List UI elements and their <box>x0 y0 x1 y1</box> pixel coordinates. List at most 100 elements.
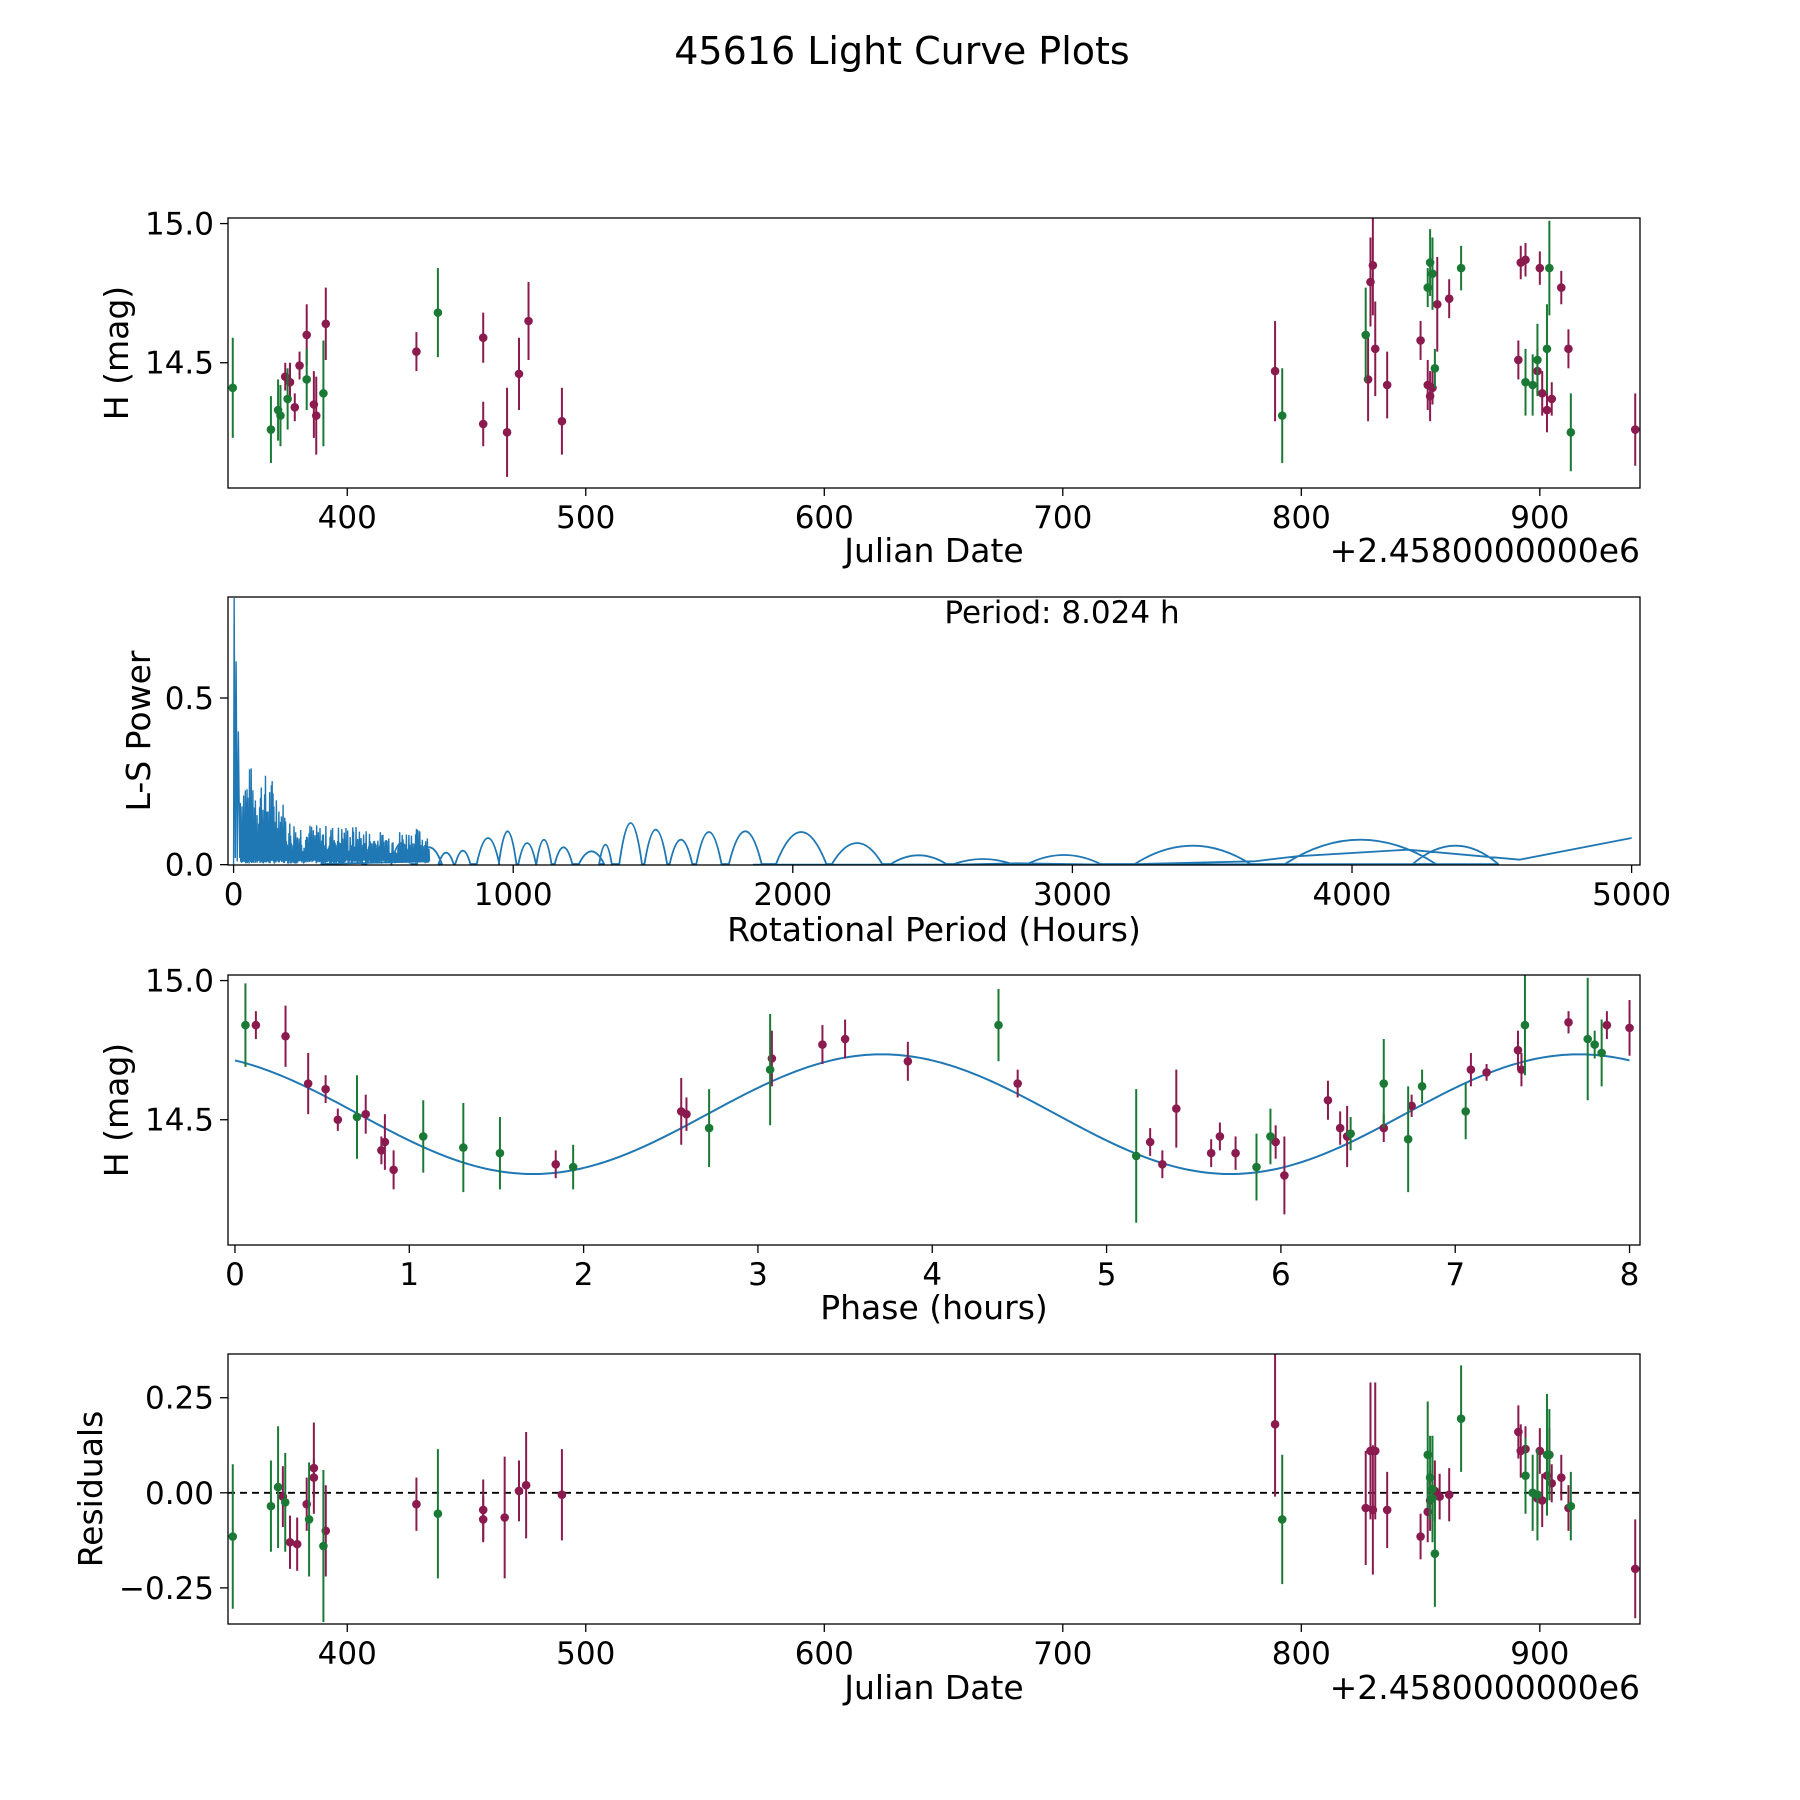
lightcurve-point-g <box>1528 380 1537 390</box>
lightcurve-point-r <box>478 419 488 429</box>
phased-point-g <box>418 1132 428 1141</box>
residuals-point-g <box>1430 1549 1440 1558</box>
lightcurve-point-r <box>1542 405 1552 415</box>
lightcurve-point-r <box>1630 425 1640 434</box>
lightcurve-point-r <box>1370 344 1380 354</box>
phased-point-r <box>840 1034 850 1044</box>
residuals-point-r <box>1361 1503 1371 1513</box>
lightcurve-ylabel: H (mag) <box>97 286 136 420</box>
phased-point-r <box>380 1137 390 1147</box>
phased-point-r <box>1158 1159 1167 1169</box>
residuals-point-g <box>1521 1471 1530 1480</box>
lightcurve-point-g <box>228 383 238 393</box>
periodogram-xtick-label: 1000 <box>474 877 553 913</box>
residuals-point-g <box>266 1501 276 1511</box>
lightcurve-point-g <box>1545 263 1554 273</box>
lightcurve-point-g <box>283 394 292 404</box>
residuals-point-r <box>521 1480 531 1490</box>
lightcurve-point-r <box>1521 255 1530 265</box>
phased-xtick-label: 0 <box>225 1257 245 1293</box>
phased-point-r <box>281 1031 290 1041</box>
lightcurve-point-r <box>1432 299 1442 309</box>
lightcurve-point-g <box>1430 364 1440 373</box>
phased-point-g <box>1583 1034 1593 1044</box>
phased-point-r <box>361 1109 371 1119</box>
lightcurve-point-r <box>1535 263 1545 273</box>
residuals-xtick-label: 600 <box>795 1636 854 1672</box>
lightcurve-point-g <box>1521 377 1530 387</box>
phased-xtick-label: 8 <box>1620 1257 1640 1293</box>
residuals-point-r <box>1435 1492 1444 1501</box>
lightcurve-point-r <box>1368 261 1378 270</box>
phased-point-g <box>1266 1132 1275 1141</box>
lightcurve-point-g <box>433 308 443 317</box>
periodogram-xtick-label: 3000 <box>1033 877 1112 913</box>
phased-point-g <box>495 1148 505 1158</box>
lightcurve-point-g <box>1428 269 1437 278</box>
lightcurve-xtick-label: 700 <box>1033 500 1092 536</box>
residuals-point-r <box>500 1513 509 1522</box>
phased-xtick-label: 4 <box>922 1257 942 1293</box>
lightcurve-xlabel: Julian Date <box>842 531 1024 570</box>
lightcurve-point-r <box>412 347 421 356</box>
residuals-point-g <box>1456 1414 1466 1423</box>
lightcurve-xtick-label: 800 <box>1272 500 1331 536</box>
residuals-point-g <box>273 1482 283 1492</box>
residuals-point-r <box>514 1486 524 1496</box>
phased-point-r <box>251 1020 261 1030</box>
residuals-point-g <box>319 1541 328 1551</box>
phased-point-r <box>903 1056 913 1066</box>
residuals-point-r <box>478 1515 488 1524</box>
residuals-offset-label: +2.4580000000e6 <box>1330 1668 1640 1707</box>
phased-xtick-label: 5 <box>1097 1257 1117 1293</box>
lightcurve-point-r <box>1537 389 1547 398</box>
phased-axes-frame <box>227 974 1641 1246</box>
residuals-point-r <box>1382 1505 1392 1515</box>
periodogram-xtick-label: 4000 <box>1313 877 1392 913</box>
phased-point-g <box>241 1020 250 1030</box>
phased-point-r <box>321 1084 330 1094</box>
periodogram-xtick-label: 0 <box>224 877 244 913</box>
phased-point-r <box>1231 1148 1240 1158</box>
periodogram-curve <box>320 822 1632 865</box>
periodogram-ytick-label: 0.5 <box>165 681 214 717</box>
phased-point-r <box>1564 1018 1573 1027</box>
periodogram-forest <box>232 597 431 865</box>
lightcurve-point-r <box>295 361 304 370</box>
residuals-point-r <box>412 1499 421 1509</box>
residuals-point-g <box>1566 1501 1576 1511</box>
residuals-point-g <box>280 1498 290 1507</box>
phased-point-g <box>1379 1079 1389 1088</box>
lightcurve-xtick-label: 900 <box>1510 500 1569 536</box>
residuals-point-r <box>1556 1473 1566 1482</box>
lightcurve-ytick-label: 14.5 <box>145 346 214 382</box>
lightcurve-point-r <box>1514 355 1523 365</box>
lightcurve-point-r <box>302 330 312 340</box>
phased-point-r <box>818 1040 827 1049</box>
residuals-ytick-label: 0.25 <box>145 1381 214 1417</box>
phased-point-r <box>377 1146 386 1155</box>
phased-point-r <box>767 1054 777 1063</box>
residuals-ytick-label: 0.00 <box>145 1476 214 1512</box>
residuals-xtick-label: 900 <box>1510 1636 1569 1672</box>
phased-point-r <box>333 1115 343 1125</box>
phased-point-r <box>1407 1101 1416 1111</box>
lightcurve-point-g <box>1566 428 1576 437</box>
residuals-point-r <box>292 1539 302 1549</box>
lightcurve-point-g <box>302 375 312 384</box>
lightcurve-point-r <box>557 416 567 426</box>
residuals-point-r <box>309 1473 319 1482</box>
phased-point-g <box>994 1020 1003 1030</box>
phased-ylabel: H (mag) <box>97 1043 136 1177</box>
lightcurve-offset-label: +2.4580000000e6 <box>1330 531 1640 570</box>
phased-xtick-label: 3 <box>748 1257 768 1293</box>
lightcurve-point-r <box>1416 336 1425 345</box>
periodogram-xlabel: Rotational Period (Hours) <box>727 910 1141 949</box>
phased-model-curve <box>234 1053 1630 1176</box>
lightcurve-point-g <box>319 389 328 398</box>
phased-point-g <box>1131 1151 1141 1161</box>
residuals-xlabel: Julian Date <box>842 1668 1024 1707</box>
lightcurve-point-g <box>1456 263 1466 273</box>
periodogram-xtick-label: 5000 <box>1592 877 1671 913</box>
residuals-point-r <box>285 1537 295 1547</box>
